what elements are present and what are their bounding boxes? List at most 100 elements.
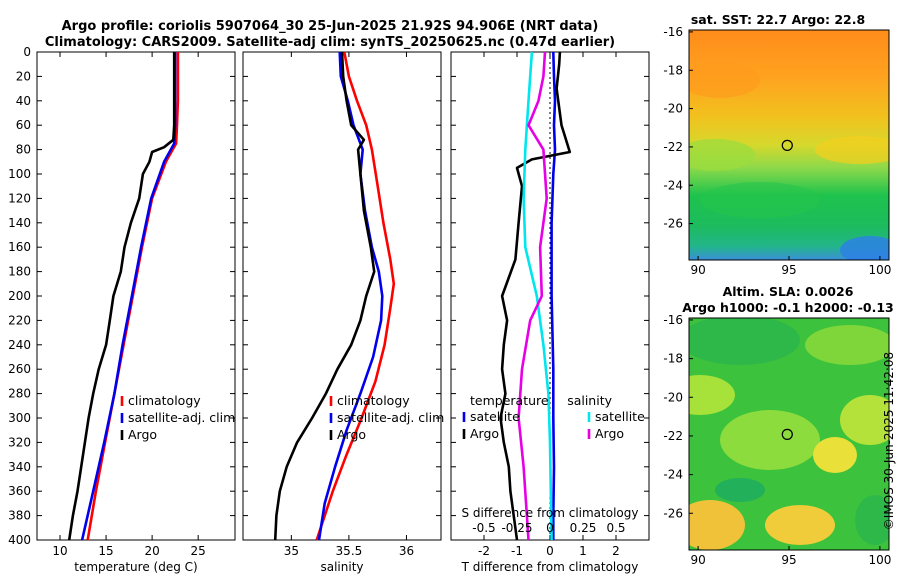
argo-location-marker — [781, 139, 793, 151]
depth-tick-label: 300 — [8, 411, 31, 425]
figure-title-line2: Climatology: CARS2009. Satellite-adj cli… — [45, 35, 615, 50]
map-y-tick-label: -24 — [663, 178, 683, 192]
depth-tick-label: 220 — [8, 313, 31, 327]
legend-label: satellite-adj. clim — [128, 410, 235, 425]
salinity-panel: 35 35.5 36 salinity climatology satellite-adj… — [242, 51, 444, 574]
s-tick-label: 0.5 — [606, 521, 625, 535]
depth-tick-label: 340 — [8, 460, 31, 474]
series-line-climatology — [315, 51, 396, 541]
map-y-tick-label: -16 — [663, 313, 683, 327]
map-x-tick-label: 95 — [781, 263, 796, 277]
x-tick-label: -2 — [478, 544, 490, 558]
depth-tick-label: 320 — [8, 435, 31, 449]
map-x-tick-label: 100 — [868, 553, 891, 567]
legend-label: Argo — [470, 426, 499, 441]
map-y-tick-label: -26 — [663, 217, 683, 231]
legend-label: climatology — [128, 393, 201, 408]
x-axis-label: temperature (deg C) — [74, 560, 197, 574]
sst-map-title: sat. SST: 22.7 Argo: 22.8 — [691, 12, 865, 27]
map-x-tick-label: 90 — [690, 553, 705, 567]
depth-tick-label: 0 — [23, 45, 31, 59]
x-tick-label: 20 — [144, 544, 159, 558]
x-tick-label: 2 — [612, 544, 620, 558]
map-x-tick-label: 95 — [781, 553, 796, 567]
x-tick-label: 1 — [579, 544, 587, 558]
map-y-tick-label: -22 — [663, 429, 683, 443]
depth-tick-label: 260 — [8, 362, 31, 376]
sla-map-title-line1: Altim. SLA: 0.0026 — [723, 284, 854, 299]
depth-tick-label: 60 — [16, 118, 31, 132]
series-line-t-argo — [499, 51, 572, 541]
depth-tick-label: 20 — [16, 69, 31, 83]
depth-tick-label: 120 — [8, 191, 31, 205]
x-tick-label: 35 — [284, 544, 299, 558]
legend-label: Argo — [128, 427, 157, 442]
salinity-axes-frame — [242, 51, 442, 541]
legend-label: climatology — [337, 393, 410, 408]
legend-label: satellite — [470, 409, 520, 424]
depth-tick-label: 400 — [8, 533, 31, 547]
series-line-satellite-adj-clim — [317, 51, 384, 541]
x-tick-label: 25 — [191, 544, 206, 558]
series-line-t-satellite — [550, 51, 557, 540]
sla-heatmap — [689, 318, 889, 550]
map-y-tick-label: -16 — [663, 25, 683, 39]
difference-panel: -2 -1 0 1 2 T difference from climatology -0.5… — [450, 51, 650, 574]
legend-label: satellite — [595, 409, 645, 424]
s-tick-label: 0 — [546, 521, 554, 535]
series-line-s-argo — [517, 51, 549, 541]
x-tick-label: 36 — [399, 544, 414, 558]
x-axis-label: T difference from climatology — [461, 560, 639, 574]
depth-tick-label: 140 — [8, 216, 31, 230]
x-tick-label: -1 — [511, 544, 523, 558]
legend-title-salinity: salinity — [567, 393, 612, 408]
depth-tick-label: 100 — [8, 167, 31, 181]
depth-tick-label: 80 — [16, 143, 31, 157]
map-y-tick-label: -18 — [663, 63, 683, 77]
series-line-s-satellite — [522, 51, 553, 541]
figure-title-line1: Argo profile: coriolis 5907064_30 25-Jun… — [62, 19, 599, 34]
argo-location-marker — [781, 428, 793, 440]
map-y-tick-label: -22 — [663, 140, 683, 154]
s-tick-label: 0.25 — [570, 521, 597, 535]
sla-map-panel: Altim. SLA: 0.0026 Argo h1000: -0.1 h200… — [663, 284, 894, 567]
map-y-tick-label: -24 — [663, 468, 683, 482]
sst-map-axes: 90 95 100 -16 -18 -20 -22 -24 -26 — [663, 25, 891, 277]
map-y-tick-label: -20 — [663, 390, 683, 404]
x-tick-label: 0 — [546, 544, 554, 558]
legend-label: satellite-adj. clim — [337, 410, 444, 425]
map-x-tick-label: 100 — [868, 263, 891, 277]
map-y-tick-label: -26 — [663, 506, 683, 520]
sst-map-panel: sat. SST: 22.7 Argo: 22.8 90 95 100 -16 -18 -… — [663, 12, 891, 277]
map-x-tick-label: 90 — [690, 263, 705, 277]
sla-map-title-line2: Argo h1000: -0.1 h2000: -0.13 — [682, 300, 894, 315]
map-y-tick-label: -18 — [663, 352, 683, 366]
map-y-tick-label: -20 — [663, 102, 683, 116]
series-line-argo — [273, 51, 376, 541]
temperature-axes-frame — [36, 51, 236, 541]
depth-tick-label: 200 — [8, 289, 31, 303]
depth-tick-label: 360 — [8, 484, 31, 498]
legend-label: Argo — [337, 427, 366, 442]
x-tick-label: 35.5 — [336, 544, 363, 558]
legend-label: Argo — [595, 426, 624, 441]
x-axis-label: salinity — [320, 560, 363, 574]
depth-tick-label: 180 — [8, 265, 31, 279]
depth-tick-label: 380 — [8, 509, 31, 523]
imos-credit: ©IMOS 30-Jun-2025 11:42:08 — [882, 352, 896, 530]
x-tick-label: 10 — [52, 544, 67, 558]
x-tick-label: 15 — [98, 544, 113, 558]
sla-map-axes: 90 95 100 -16 -18 -20 -22 -24 -26 — [663, 313, 891, 567]
depth-tick-label: 280 — [8, 387, 31, 401]
s-tick-label: -0.5 — [472, 521, 495, 535]
depth-tick-label: 240 — [8, 338, 31, 352]
s-tick-label: -0.25 — [501, 521, 532, 535]
sst-heatmap — [689, 30, 889, 260]
legend-title-temperature: temperature — [470, 393, 549, 408]
series-line-argo — [67, 52, 176, 541]
s-axis-label: S difference from climatology — [462, 506, 639, 520]
temperature-panel: 0 20 40 60 80 100 120 140 160 180 200 220 240 260 280 3… — [8, 45, 236, 574]
depth-tick-label: 40 — [16, 94, 31, 108]
depth-tick-label: 160 — [8, 240, 31, 254]
